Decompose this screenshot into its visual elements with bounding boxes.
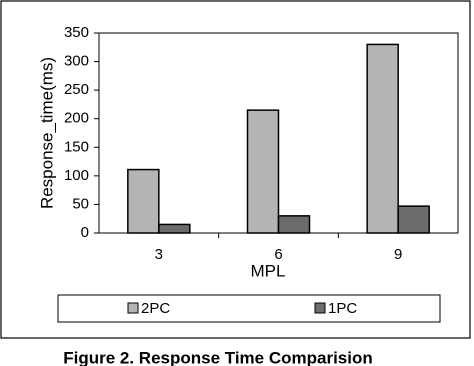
bar <box>397 205 430 234</box>
bar <box>158 223 191 234</box>
x-tick-label: 6 <box>274 246 282 263</box>
y-axis-label: Response_time(ms) <box>37 57 56 209</box>
y-tick-label: 350 <box>64 24 89 41</box>
x-tick-label: 9 <box>394 246 402 263</box>
y-tick-label: 0 <box>81 224 89 241</box>
y-tick-label: 100 <box>64 167 89 184</box>
legend-label: 2PC <box>141 300 170 317</box>
y-tick-label: 200 <box>64 110 89 127</box>
x-axis-label: MPL <box>251 261 286 280</box>
bar <box>246 109 280 234</box>
x-tick-label: 3 <box>155 246 163 263</box>
legend-box <box>57 294 441 323</box>
y-tick-label: 300 <box>64 53 89 70</box>
legend-swatch <box>127 302 139 314</box>
y-tick-label: 250 <box>64 81 89 98</box>
bar <box>366 43 399 234</box>
bar <box>277 215 311 234</box>
y-tick-label: 150 <box>64 138 89 155</box>
y-tick-label: 50 <box>72 195 89 212</box>
bar <box>127 168 160 234</box>
legend-swatch <box>314 302 326 314</box>
figure-caption: Figure 2. Response Time Comparision <box>63 348 373 366</box>
legend-label: 1PC <box>328 300 357 317</box>
